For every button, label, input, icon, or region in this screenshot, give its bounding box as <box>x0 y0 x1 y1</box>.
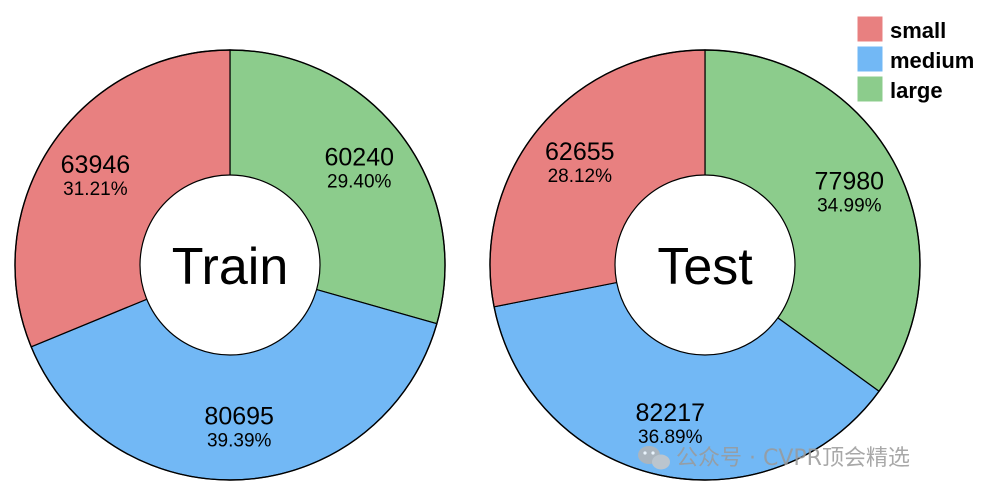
legend-label-small: small <box>890 18 946 43</box>
legend-swatch-medium <box>856 45 884 73</box>
legend-swatch-small <box>856 15 884 43</box>
pie-outline <box>14 49 446 481</box>
value-label-small: 63946 <box>61 151 131 179</box>
center-label: Train <box>172 238 289 296</box>
percent-label-large: 29.40% <box>327 171 392 192</box>
percent-label-small: 28.12% <box>548 166 613 187</box>
percent-label-small: 31.21% <box>63 179 128 200</box>
legend-label-large: large <box>890 78 943 103</box>
value-label-large: 60240 <box>324 143 394 171</box>
legend: small medium large <box>856 15 974 103</box>
value-label-medium: 82217 <box>636 399 706 427</box>
center-label: Test <box>657 238 753 296</box>
donut-hole <box>614 174 796 356</box>
legend-swatch-large <box>856 75 884 103</box>
percent-label-medium: 39.39% <box>207 431 272 452</box>
watermark-text: 公众号 · CVPR顶会精选 <box>676 446 910 471</box>
value-label-large: 77980 <box>815 167 885 195</box>
pie-outline <box>489 49 921 481</box>
legend-label-medium: medium <box>890 48 974 73</box>
value-label-small: 62655 <box>545 138 615 166</box>
value-label-medium: 80695 <box>204 403 274 431</box>
wechat-icon <box>638 446 670 470</box>
percent-label-medium: 36.89% <box>638 427 703 448</box>
watermark: 公众号 · CVPR顶会精选 <box>638 446 910 471</box>
percent-label-large: 34.99% <box>817 195 882 216</box>
donut-hole <box>139 174 321 356</box>
